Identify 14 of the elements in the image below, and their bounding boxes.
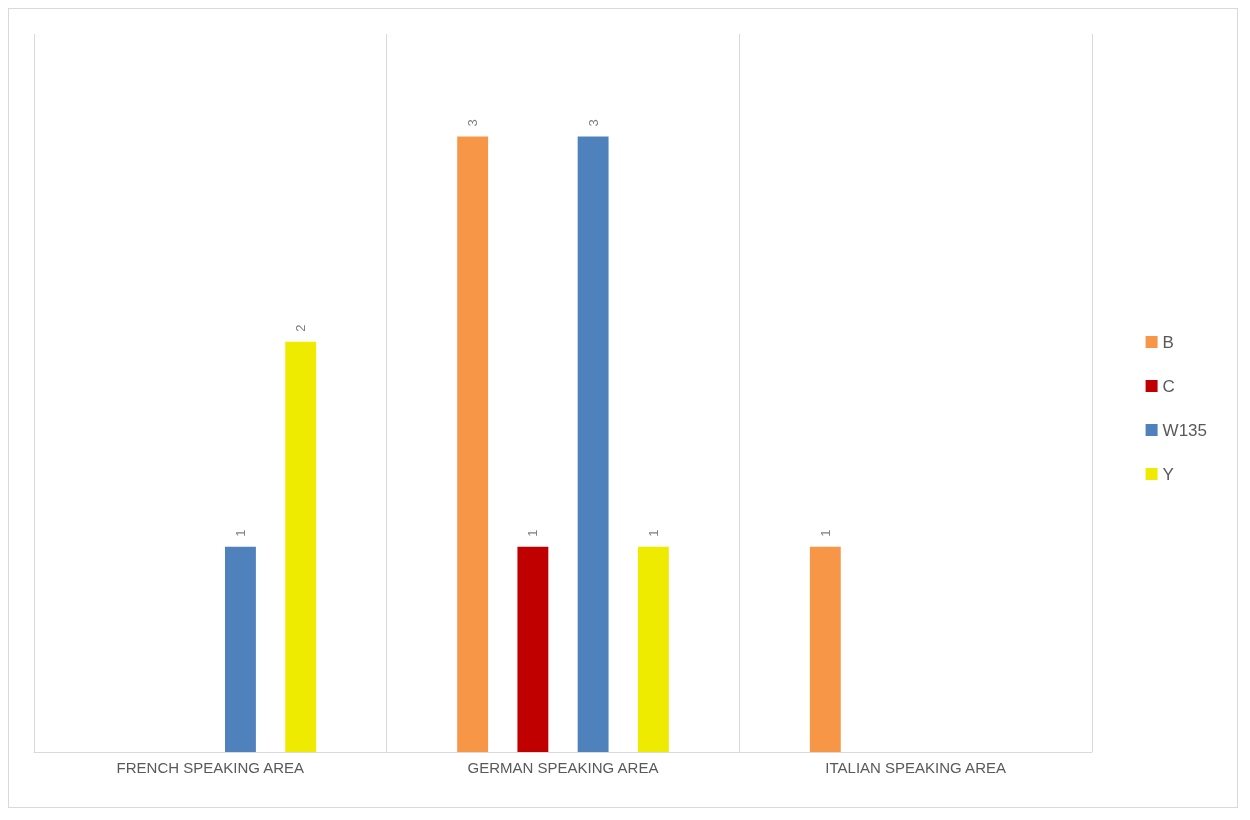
data-label: 3: [465, 119, 481, 127]
legend-label: W135: [1162, 420, 1208, 440]
x-tick-label: ITALIAN SPEAKING AREA: [825, 759, 1006, 776]
legend-label: Y: [1162, 464, 1174, 484]
data-label: 1: [525, 529, 541, 537]
legend-label: C: [1162, 376, 1175, 396]
data-label: 1: [645, 529, 661, 537]
legend-label: B: [1162, 332, 1174, 352]
data-label: 1: [817, 529, 833, 537]
x-tick-label: GERMAN SPEAKING AREA: [467, 759, 659, 776]
data-label: 2: [293, 324, 309, 332]
data-label: 1: [232, 529, 248, 537]
data-label: 3: [585, 119, 601, 127]
x-tick-label: FRENCH SPEAKING AREA: [116, 759, 305, 776]
